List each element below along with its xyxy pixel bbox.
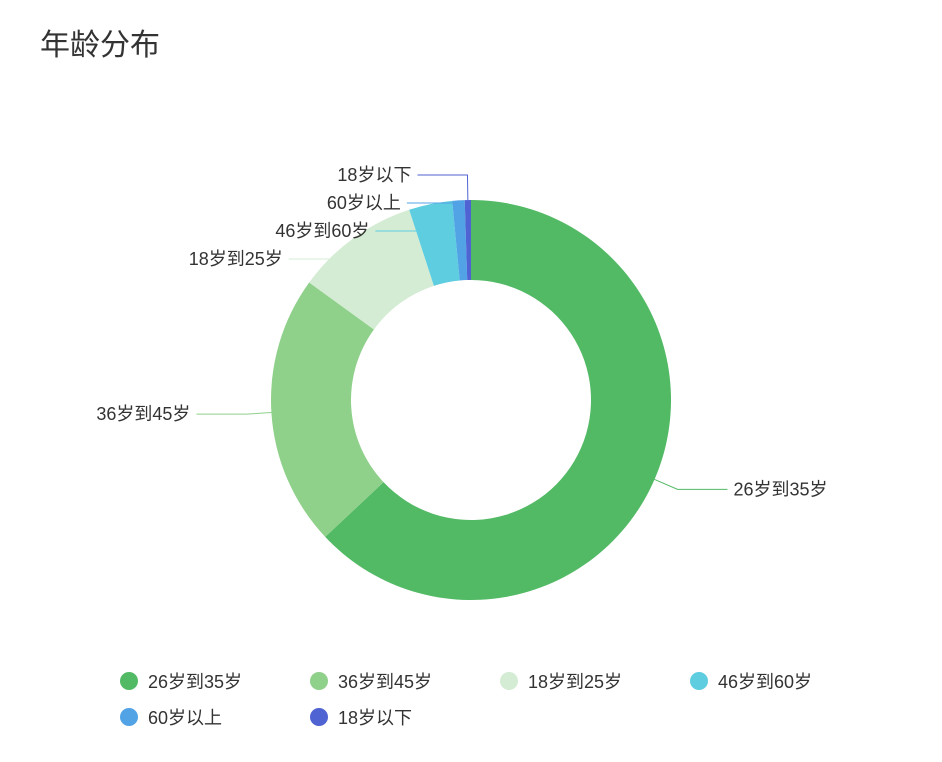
legend-label: 18岁以下 [338, 704, 412, 730]
legend-item[interactable]: 26岁到35岁 [120, 668, 270, 694]
leader-line [417, 175, 467, 200]
legend-item[interactable]: 60岁以上 [120, 704, 270, 730]
chart-title: 年龄分布 [40, 20, 160, 64]
slice-label: 18岁以下 [337, 165, 411, 185]
legend-swatch [120, 672, 138, 690]
legend-swatch [310, 672, 328, 690]
slice-label: 18岁到25岁 [189, 249, 283, 269]
legend-item[interactable]: 18岁到25岁 [500, 668, 650, 694]
legend-label: 36岁到45岁 [338, 668, 432, 694]
legend-item[interactable]: 36岁到45岁 [310, 668, 460, 694]
leader-line [196, 413, 271, 415]
legend-swatch [120, 708, 138, 726]
donut-chart: 26岁到35岁 18岁以下 60岁以上 46岁到60岁 18岁到25岁 36岁到45岁 [0, 90, 942, 650]
legend-item[interactable]: 18岁以下 [310, 704, 460, 730]
legend-label: 18岁到25岁 [528, 668, 622, 694]
legend-swatch [310, 708, 328, 726]
slice-label: 46岁到60岁 [275, 221, 369, 241]
slice-label: 26岁到35岁 [733, 479, 827, 499]
legend: 26岁到35岁 36岁到45岁 18岁到25岁 46岁到60岁 60岁以上 18岁以下 [120, 668, 880, 730]
slice-label: 36岁到45岁 [96, 404, 190, 424]
slice-label: 60岁以上 [327, 193, 401, 213]
legend-item[interactable]: 46岁到60岁 [690, 668, 840, 694]
legend-label: 46岁到60岁 [718, 668, 812, 694]
legend-swatch [690, 672, 708, 690]
legend-label: 60岁以上 [148, 704, 222, 730]
legend-swatch [500, 672, 518, 690]
leader-line [655, 479, 728, 489]
legend-label: 26岁到35岁 [148, 668, 242, 694]
